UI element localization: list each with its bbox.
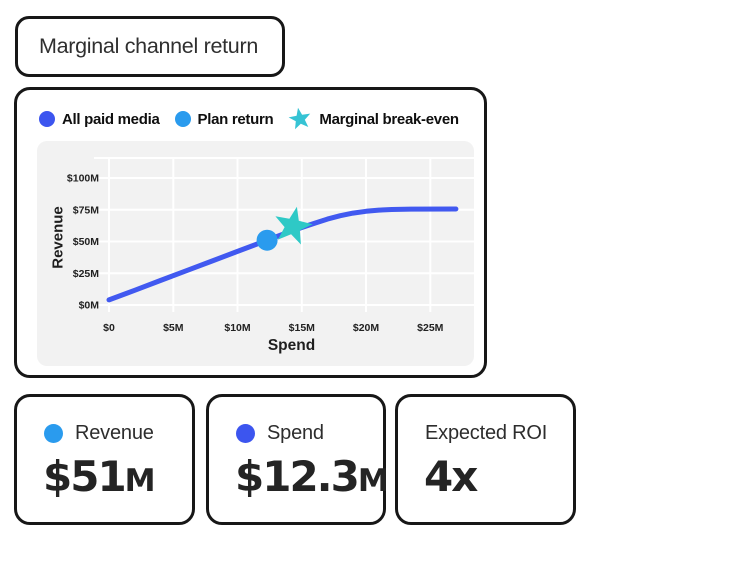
stat-card-spend: Spend $12.3M (206, 394, 389, 525)
break-even-star-marker (275, 206, 313, 245)
y-tick-label: $25M (73, 268, 100, 280)
y-tick-label: $75M (73, 204, 100, 216)
stat-label: Expected ROI (425, 422, 548, 444)
stat-card-header: Revenue (44, 422, 192, 445)
stat-card-expected-roi: Expected ROI 4x (395, 394, 576, 525)
x-axis-title: Spend (267, 337, 316, 354)
chart-canvas: $0M $25M $50M $75M $100M $0 $5M $10M $15M $20M $25… (67, 157, 474, 334)
x-tick-label: $10M (224, 322, 251, 334)
page-title: Marginal channel return (39, 34, 258, 58)
legend-item-plan-return: Plan return (174, 110, 274, 128)
x-tick-label: $20M (353, 322, 380, 334)
chart-card: All paid media Plan return Marginal brea… (14, 87, 487, 378)
y-tick-label: $0M (79, 300, 100, 312)
chart-plot-area: $0M $25M $50M $75M $100M $0 $5M $10M $15M $20M $25… (37, 141, 474, 366)
plan-return-dot-icon (174, 111, 191, 127)
stat-label: Spend (267, 422, 324, 444)
y-tick-label: $50M (73, 236, 100, 248)
stat-card-header: Expected ROI (425, 422, 573, 445)
stat-value-roi: 4x (424, 456, 573, 498)
legend-item-all-paid-media: All paid media (39, 111, 160, 128)
stat-card-header: Spend (236, 422, 383, 445)
spend-dot-icon (236, 424, 255, 443)
x-tick-label: $25M (417, 322, 444, 334)
x-tick-label: $0 (103, 322, 115, 334)
legend-label: All paid media (62, 110, 160, 128)
y-tick-label: $100M (67, 173, 99, 185)
x-tick-label: $5M (163, 322, 184, 334)
y-axis-title: Revenue (49, 206, 67, 269)
stat-value-spend: $12.3M (235, 456, 389, 498)
all-paid-media-dot-icon (39, 111, 55, 127)
revenue-dot-icon (44, 424, 63, 443)
star-icon (288, 107, 311, 130)
chart-legend: All paid media Plan return Marginal brea… (39, 107, 459, 131)
stat-card-revenue: Revenue $51M (14, 394, 195, 525)
star-icon-shape (288, 107, 311, 130)
stat-value-number: 4x (424, 452, 478, 501)
legend-label: Marginal break-even (319, 110, 459, 128)
stat-value-revenue: $51M (43, 456, 192, 498)
legend-label: Plan return (197, 110, 274, 128)
stat-value-suffix: M (124, 463, 156, 499)
legend-item-break-even: Marginal break-even (288, 107, 459, 131)
stat-value-number: $51 (43, 452, 127, 501)
plan-return-marker (256, 229, 278, 251)
stat-label: Revenue (75, 422, 154, 444)
title-card: Marginal channel return (15, 16, 285, 77)
stat-value-number: $12.3 (235, 452, 360, 501)
x-tick-label: $15M (289, 322, 316, 334)
stat-value-suffix: M (357, 463, 389, 499)
